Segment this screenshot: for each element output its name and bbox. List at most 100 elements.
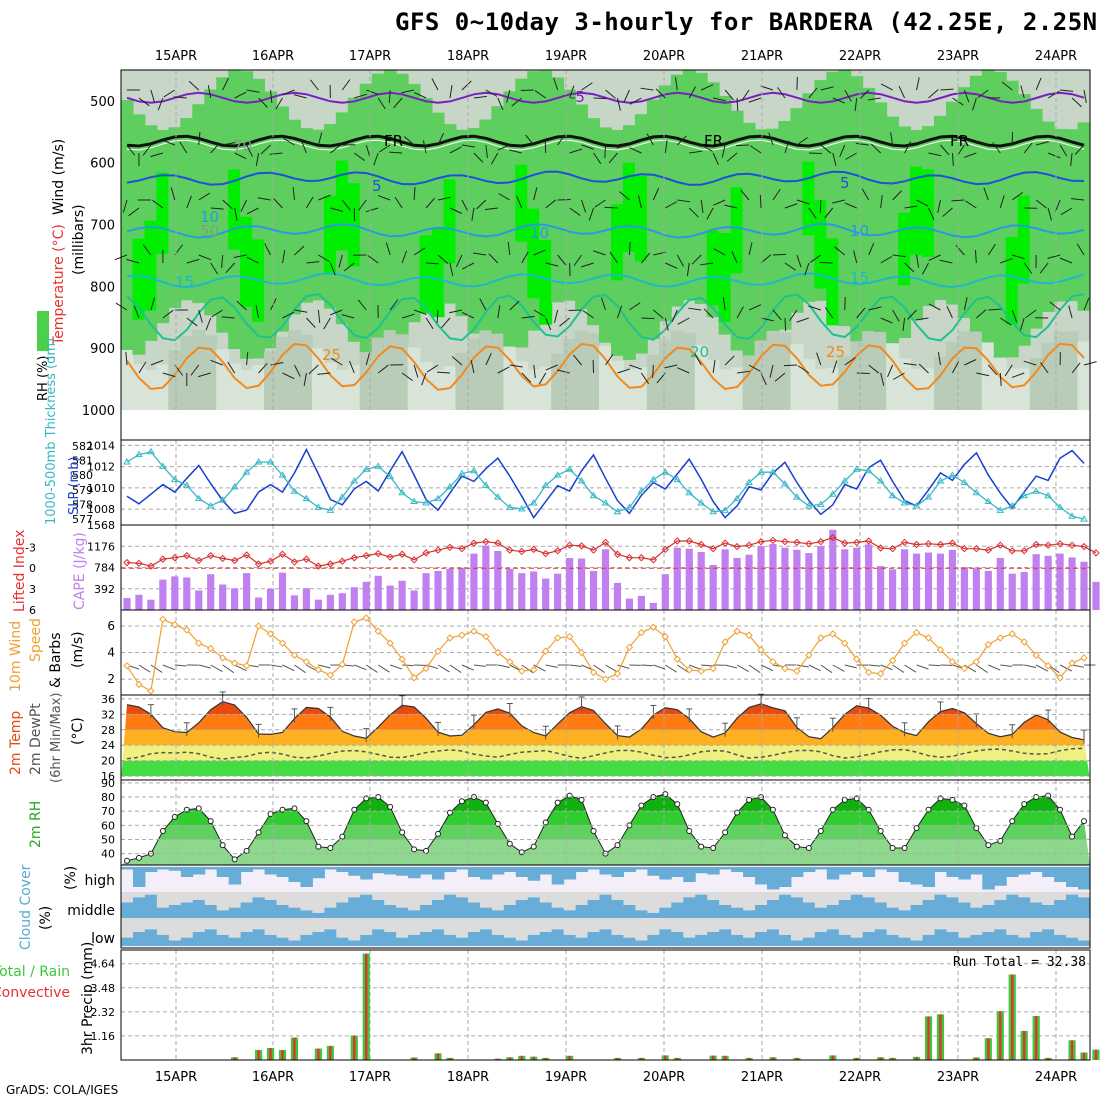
wind-barb bbox=[665, 262, 678, 269]
cloud-cell-middle bbox=[156, 907, 170, 918]
wind-barb bbox=[834, 246, 846, 256]
cloud-cell-clear bbox=[994, 918, 1007, 930]
cloud-cell-clear bbox=[719, 918, 732, 930]
rh-cell-low bbox=[658, 339, 672, 410]
wind-barb bbox=[330, 144, 341, 154]
cloud-cell-clear bbox=[731, 918, 744, 935]
thickness-point bbox=[876, 477, 885, 484]
wind-barb bbox=[488, 253, 499, 264]
cloud-cell-clear bbox=[898, 918, 912, 938]
cloud-axis-label: Cloud Cover bbox=[18, 864, 34, 950]
thickness-point bbox=[182, 481, 191, 488]
cloud-cell-middle bbox=[444, 894, 457, 918]
wind-barb bbox=[915, 317, 929, 321]
cloud-cell-clear bbox=[671, 892, 684, 903]
rh-cell-low bbox=[371, 337, 385, 410]
rh-cell bbox=[742, 122, 756, 360]
wind-barb bbox=[485, 353, 492, 366]
thickness-point bbox=[290, 487, 299, 494]
cloud-cell-clear bbox=[204, 892, 218, 905]
wind-speed-point bbox=[207, 644, 215, 653]
wind-barb bbox=[628, 241, 631, 256]
precip-ylabel: 3hr Precip (mm) bbox=[80, 942, 96, 1055]
li-point bbox=[218, 554, 227, 563]
cloud-cell-clear bbox=[539, 918, 553, 932]
precip-tick: 3.48 bbox=[91, 982, 116, 995]
wind-speed-point bbox=[410, 674, 418, 682]
cape-bar bbox=[398, 580, 406, 610]
cloud-cell-clear bbox=[408, 892, 421, 911]
li-point bbox=[972, 544, 981, 553]
rh2m-point bbox=[985, 842, 992, 849]
contour-label: 70 bbox=[233, 137, 252, 155]
wind-barb bbox=[940, 144, 950, 156]
wind-barb bbox=[760, 85, 774, 91]
rh2m-point bbox=[578, 796, 585, 803]
rh2m-ylabel: 2m RH(%) bbox=[28, 801, 79, 890]
cape-bar bbox=[159, 579, 167, 610]
wind-barb bbox=[796, 199, 810, 205]
li-point bbox=[793, 538, 801, 547]
cape-bar bbox=[924, 552, 933, 610]
cloud-cell-middle bbox=[180, 902, 194, 918]
cloud-cell-high bbox=[683, 867, 696, 882]
wind-barb bbox=[749, 145, 762, 154]
wind-barb bbox=[623, 89, 630, 103]
thickness-point bbox=[362, 465, 371, 472]
rh2m-point bbox=[1081, 818, 1088, 825]
cloud-cell-high bbox=[1042, 867, 1055, 877]
wind-barb bbox=[317, 309, 321, 323]
wind-barb bbox=[1019, 317, 1025, 331]
wind-tick: 6 bbox=[107, 619, 115, 633]
rh-cell-high bbox=[132, 238, 146, 320]
cloud-cell-clear bbox=[1054, 918, 1067, 935]
wind-barb bbox=[126, 258, 140, 264]
precip-axis-label: 3hr Precip (mm) bbox=[80, 942, 96, 1055]
cloud-cell-high bbox=[826, 867, 840, 880]
wind-barb bbox=[977, 89, 989, 99]
li-point bbox=[410, 556, 418, 564]
cloud-cell-high bbox=[372, 867, 385, 874]
wind-barb bbox=[283, 137, 295, 146]
thickness-tick: 581 bbox=[72, 455, 93, 468]
cloud-cell-high bbox=[252, 867, 266, 870]
rh-cell-low bbox=[814, 369, 828, 410]
cloud-cell-high bbox=[288, 867, 301, 882]
precip-convective-bar bbox=[999, 1011, 1002, 1060]
wind-speed-point bbox=[326, 671, 335, 679]
cloud-cell-middle bbox=[228, 907, 242, 918]
isotherm--5 bbox=[126, 91, 1085, 104]
thickness-point bbox=[446, 482, 454, 490]
cloud-cell-clear bbox=[707, 892, 720, 900]
wind-barb bbox=[341, 199, 351, 211]
wind-barb bbox=[1071, 97, 1082, 108]
cloud-cell-middle bbox=[838, 899, 852, 918]
rh-cell bbox=[503, 91, 517, 359]
li-point bbox=[230, 556, 239, 565]
wind-barb bbox=[497, 144, 510, 151]
thickness-point bbox=[924, 493, 933, 500]
contour-label: 5 bbox=[840, 174, 850, 192]
cloud-cell-clear bbox=[121, 892, 134, 903]
cape-bar bbox=[697, 551, 705, 610]
cloud-cell-middle bbox=[539, 902, 553, 918]
li-point bbox=[625, 554, 634, 562]
precip-convective-bar bbox=[723, 1055, 727, 1060]
wind-barb bbox=[306, 261, 320, 264]
wind-barb bbox=[637, 195, 642, 209]
wind-barb bbox=[676, 254, 685, 267]
wind-barb bbox=[303, 372, 307, 386]
cape-bar bbox=[853, 547, 861, 610]
wind-barb bbox=[509, 364, 523, 368]
wind-barb bbox=[1060, 207, 1073, 216]
wind-barb bbox=[713, 248, 726, 256]
wind-barb bbox=[784, 317, 787, 332]
li-point bbox=[721, 539, 729, 547]
cloud-cell-high bbox=[671, 867, 684, 877]
wind-barb bbox=[301, 140, 307, 154]
precip-convective-bar bbox=[365, 953, 368, 1060]
cloud-cell-clear bbox=[1018, 918, 1031, 938]
cloud-cell-clear bbox=[850, 918, 864, 938]
wind-barb bbox=[853, 250, 858, 264]
